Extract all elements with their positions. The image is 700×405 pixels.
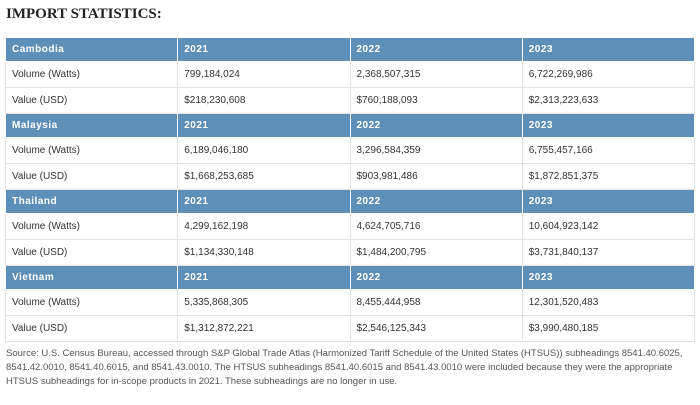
row-label: Volume (Watts) — [4, 213, 179, 240]
section-header-row: Thailand 2021 2022 2023 — [4, 189, 696, 214]
cell-value: 6,722,269,986 — [521, 61, 696, 88]
country-name: Vietnam — [4, 265, 179, 290]
data-row: Value (USD) $1,668,253,685 $903,981,486 $1,… — [4, 163, 696, 190]
year-header: 2022 — [349, 113, 523, 138]
country-name: Malaysia — [4, 113, 179, 138]
cell-value: $1,312,872,221 — [177, 315, 351, 342]
cell-value: 2,368,507,315 — [349, 61, 523, 88]
cell-value: $760,188,093 — [349, 87, 523, 114]
cell-value: 8,455,444,958 — [349, 289, 523, 316]
year-header: 2022 — [349, 189, 523, 214]
cell-value: 6,189,046,180 — [177, 137, 351, 164]
cell-value: $1,668,253,685 — [177, 163, 351, 190]
cell-value: 799,184,024 — [177, 61, 351, 88]
cell-value: 6,755,457,166 — [521, 137, 696, 164]
section-header-row: Cambodia 2021 2022 2023 — [4, 37, 696, 62]
year-header: 2021 — [177, 113, 351, 138]
cell-value: 4,624,705,716 — [349, 213, 523, 240]
year-header: 2023 — [521, 37, 696, 62]
year-header: 2023 — [521, 265, 696, 290]
data-row: Volume (Watts) 4,299,162,198 4,624,705,716… — [4, 213, 696, 240]
cell-value: 5,335,868,305 — [177, 289, 351, 316]
year-header: 2022 — [349, 37, 523, 62]
title: IMPORT STATISTICS: — [6, 6, 162, 22]
year-header: 2021 — [177, 37, 351, 62]
year-header: 2023 — [521, 113, 696, 138]
data-row: Volume (Watts) 6,189,046,180 3,296,584,359… — [4, 137, 696, 164]
cell-value: $1,484,200,795 — [349, 239, 523, 266]
cell-value: 12,301,520,483 — [521, 289, 696, 316]
cell-value: 4,299,162,198 — [177, 213, 351, 240]
row-label: Value (USD) — [4, 239, 179, 266]
source-note: Source: U.S. Census Bureau, accessed thr… — [6, 348, 683, 387]
cell-value: $903,981,486 — [349, 163, 523, 190]
data-row: Value (USD) $1,312,872,221 $2,546,125,343 $… — [4, 315, 696, 342]
table-body: Cambodia 2021 2022 2023 Volume (Watts) 799,18… — [4, 37, 696, 342]
section-header-row: Malaysia 2021 2022 2023 — [4, 113, 696, 138]
cell-value: 3,296,584,359 — [349, 137, 523, 164]
cell-value: $2,546,125,343 — [349, 315, 523, 342]
cell-value: $218,230,608 — [177, 87, 351, 114]
row-label: Volume (Watts) — [4, 61, 179, 88]
row-label: Volume (Watts) — [4, 137, 179, 164]
data-row: Volume (Watts) 799,184,024 2,368,507,315 6,… — [4, 61, 696, 88]
cell-value: 10,604,923,142 — [521, 213, 696, 240]
cell-value: $1,872,851,375 — [521, 163, 696, 190]
cell-value: $2,313,223,633 — [521, 87, 696, 114]
data-row: Value (USD) $218,230,608 $760,188,093 $2,31… — [4, 87, 696, 114]
year-header: 2022 — [349, 265, 523, 290]
section-header-row: Vietnam 2021 2022 2023 — [4, 265, 696, 290]
row-label: Value (USD) — [4, 315, 179, 342]
data-row: Value (USD) $1,134,330,148 $1,484,200,795 $… — [4, 239, 696, 266]
row-label: Value (USD) — [4, 87, 179, 114]
row-label: Volume (Watts) — [4, 289, 179, 316]
cell-value: $3,990,480,185 — [521, 315, 696, 342]
country-name: Cambodia — [4, 37, 179, 62]
country-name: Thailand — [4, 189, 179, 214]
year-header: 2021 — [177, 189, 351, 214]
cell-value: $1,134,330,148 — [177, 239, 351, 266]
cell-value: $3,731,840,137 — [521, 239, 696, 266]
row-label: Value (USD) — [4, 163, 179, 190]
import-table: Cambodia 2021 2022 2023 Volume (Watts) 799,18… — [4, 37, 696, 342]
year-header: 2021 — [177, 265, 351, 290]
year-header: 2023 — [521, 189, 696, 214]
data-row: Volume (Watts) 5,335,868,305 8,455,444,958… — [4, 289, 696, 316]
